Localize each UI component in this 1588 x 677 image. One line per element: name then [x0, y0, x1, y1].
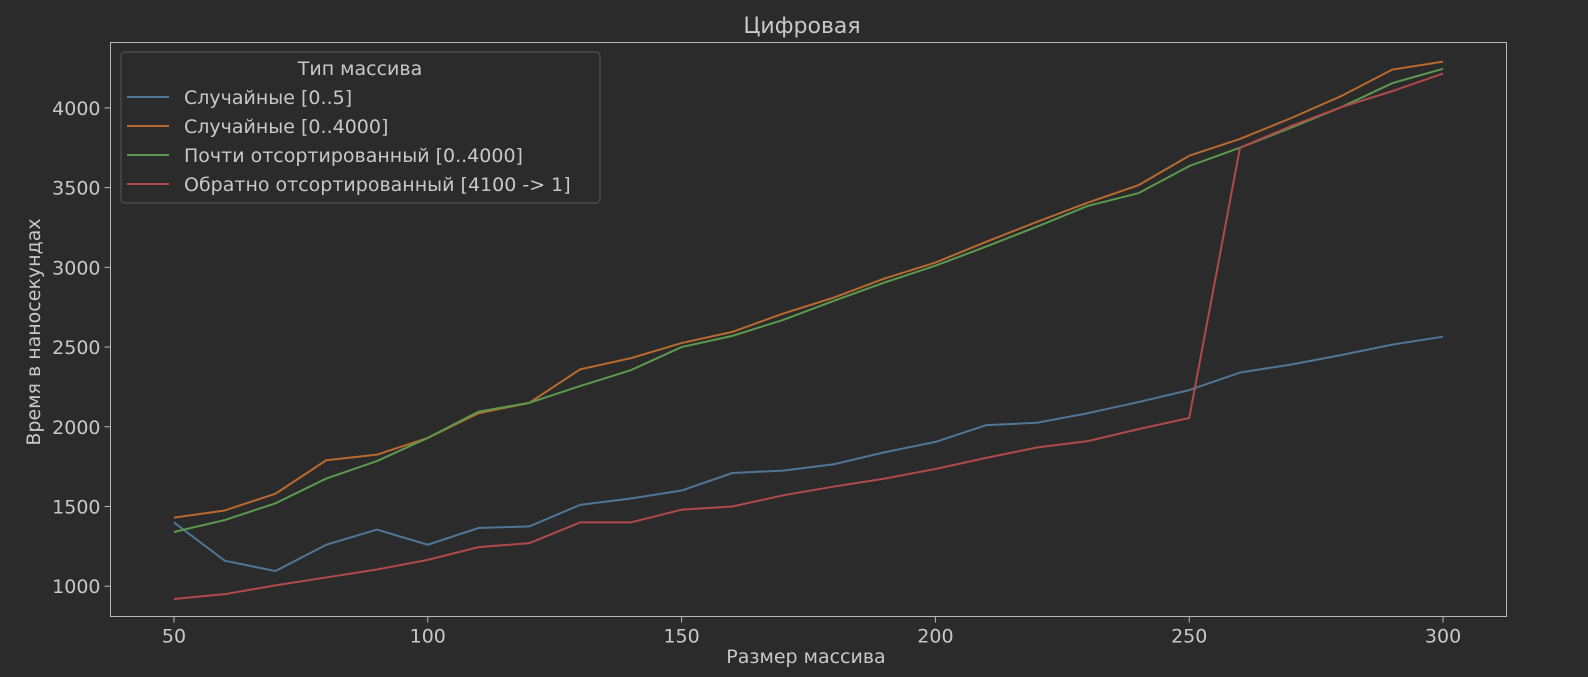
legend-label-1: Случайные [0..5]	[184, 87, 352, 109]
legend-items: Случайные [0..5] Случайные [0..4000] Почти…	[127, 87, 571, 196]
y-tick-label: 4000	[52, 98, 100, 120]
series-line-1	[173, 335, 1444, 573]
chart-title: Цифровая	[743, 14, 860, 39]
x-axis-label: Размер массива	[726, 646, 885, 668]
x-tick-label: 250	[1171, 626, 1207, 648]
series-line-2	[173, 60, 1444, 519]
x-tick-label: 200	[917, 626, 953, 648]
x-tick-label: 150	[663, 626, 699, 648]
series-line-4	[173, 72, 1444, 600]
legend-title: Тип массива	[297, 58, 422, 80]
legend-label-2: Случайные [0..4000]	[184, 116, 388, 138]
y-tick-label: 3000	[52, 257, 100, 279]
y-axis: 1000 1500 2000 2500 3000 3500 4000	[52, 98, 111, 598]
x-axis: 50 100 150 200 250 300	[162, 616, 1461, 648]
series-line-3	[173, 67, 1444, 533]
x-tick-label: 100	[410, 626, 446, 648]
x-tick-label: 50	[162, 626, 186, 648]
y-tick-label: 2000	[52, 417, 100, 439]
x-tick-label: 300	[1425, 626, 1461, 648]
y-tick-label: 1000	[52, 576, 100, 598]
legend-box	[120, 51, 601, 204]
legend-label-3: Почти отсортированный [0..4000]	[184, 145, 523, 167]
y-tick-label: 2500	[52, 337, 100, 359]
series-lines	[173, 60, 1444, 600]
y-tick-label: 1500	[52, 496, 100, 518]
legend-label-4: Обратно отсортированный [4100 -> 1]	[184, 174, 571, 196]
legend: Тип массива Случайные [0..5]Случайные [0…	[120, 51, 601, 204]
y-tick-label: 3500	[52, 178, 100, 200]
y-axis-label: Время в наносекундах	[23, 218, 45, 445]
